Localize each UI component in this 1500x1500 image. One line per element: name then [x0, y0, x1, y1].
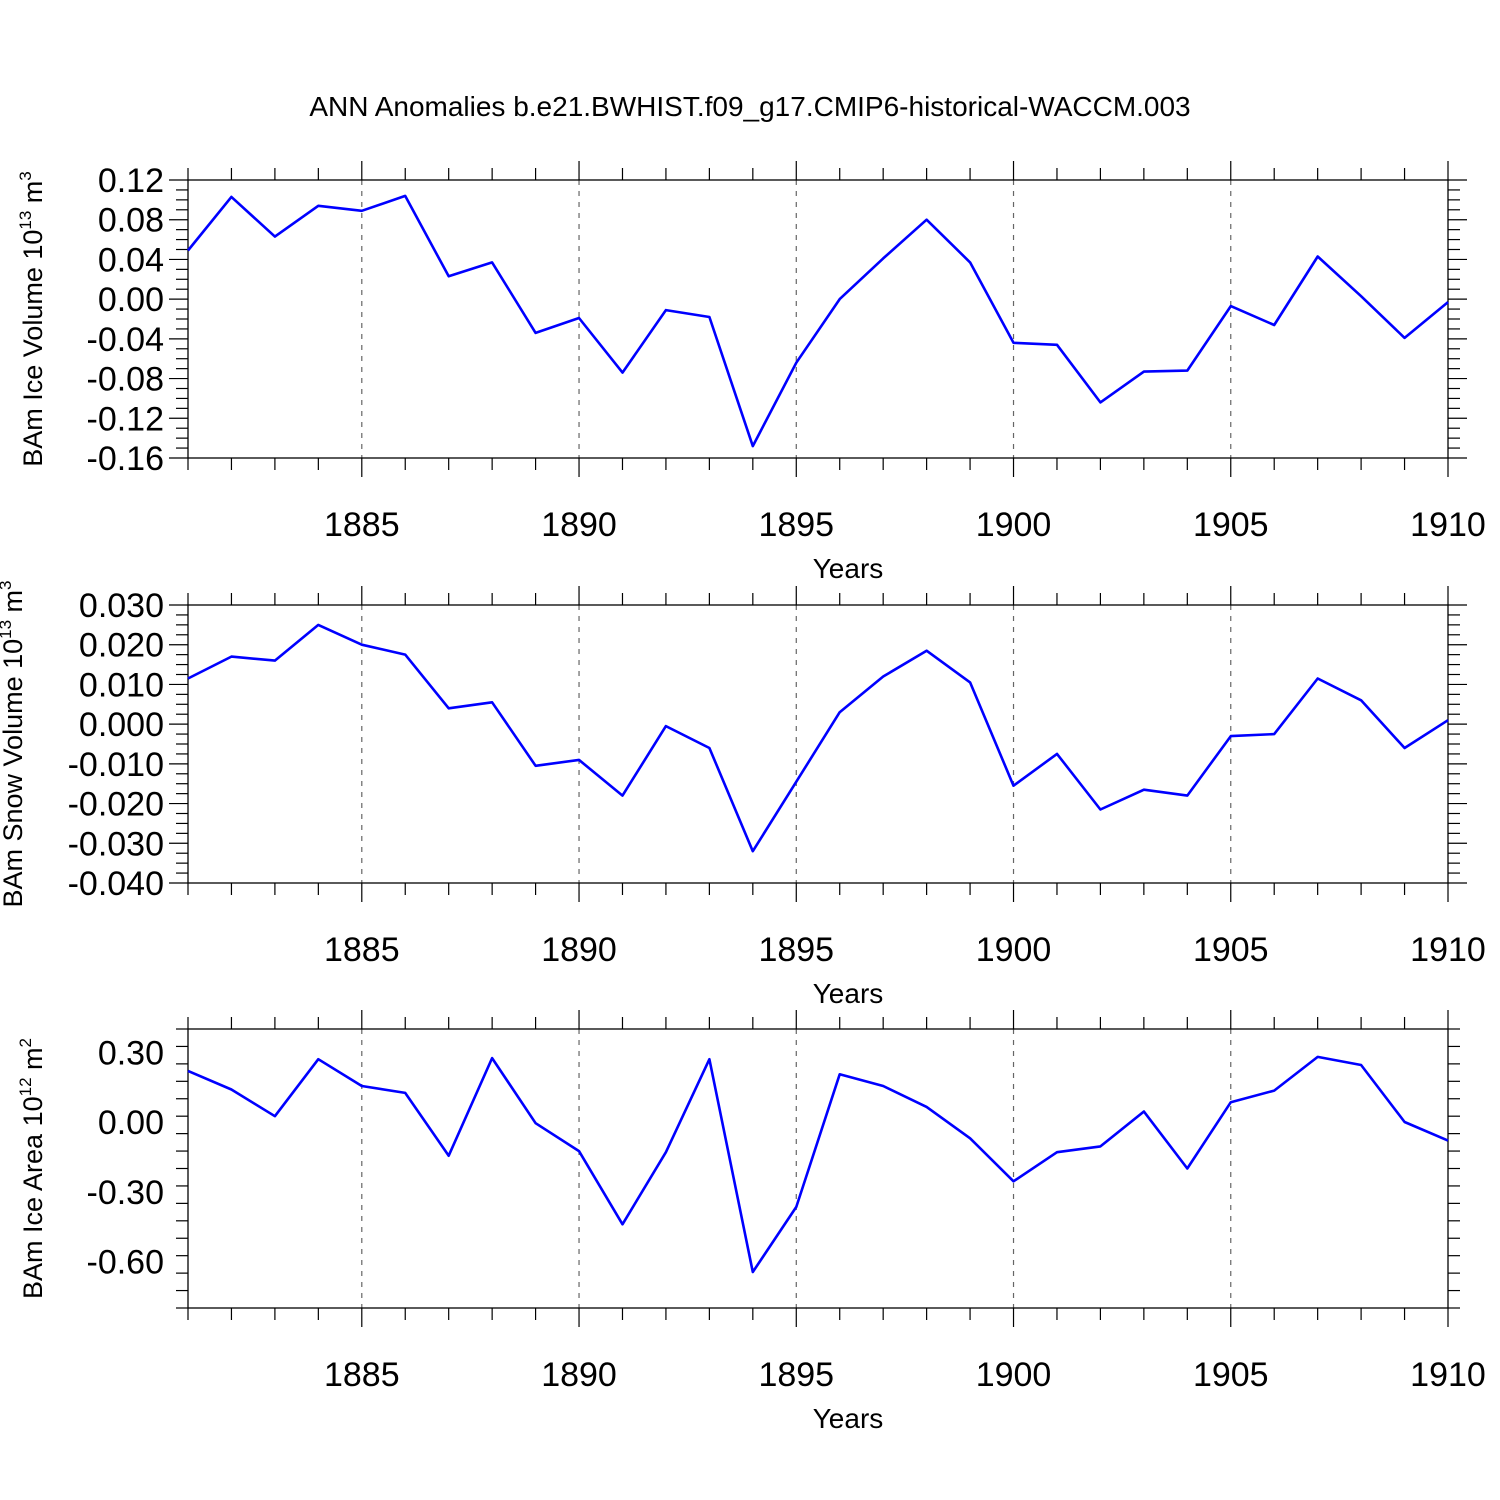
- plot-frame: [187, 604, 1449, 884]
- x-tick-label: 1900: [976, 1356, 1052, 1394]
- y-tick-label: -0.030: [68, 825, 164, 863]
- panel-3: 0.30 0.00 -0.30 -0.60 1885 1890 1895 1900 1905 19…: [16, 1010, 1486, 1434]
- y-axis-label-part: m: [18, 1047, 48, 1077]
- y-tick-label: -0.04: [87, 321, 165, 359]
- y-axis-label-exponent: 13: [16, 211, 35, 230]
- y-tick-label: 0.00: [98, 281, 164, 319]
- y-tick-label: -0.60: [87, 1244, 165, 1282]
- x-tick-label: 1905: [1193, 1356, 1269, 1394]
- y-axis-label-part: BAm Ice Area 10: [18, 1096, 48, 1299]
- y-tick-label: 0.04: [98, 241, 164, 279]
- chart-panels: 0.120.080.040.00-0.04-0.08-0.12-0.161885…: [0, 161, 1486, 1434]
- x-tick-label: 1895: [758, 506, 834, 544]
- plot-frame: [187, 1028, 1449, 1309]
- y-tick-label: -0.020: [68, 786, 164, 824]
- series-line: [187, 623, 1449, 853]
- x-tick-label: 1900: [976, 506, 1052, 544]
- y-tick-label: 0.010: [79, 666, 164, 704]
- y-axis-label-exponent: 13: [0, 620, 15, 639]
- x-axis-label: Years: [813, 553, 884, 584]
- series-line: [187, 1055, 1449, 1274]
- y-tick-label: 0.30: [98, 1034, 164, 1072]
- y-tick-label: 0.00: [98, 1104, 164, 1142]
- panel-1: 0.120.080.040.00-0.04-0.08-0.12-0.16 1885…: [16, 161, 1486, 584]
- series-line: [186, 194, 1449, 448]
- y-tick-label: 0.12: [98, 162, 164, 200]
- x-tick-label: 1885: [324, 1356, 400, 1394]
- y-tick-label: 0.08: [98, 202, 164, 240]
- y-tick-label: -0.040: [68, 865, 164, 903]
- x-tick-label: 1910: [1410, 1356, 1486, 1394]
- y-tick-label: -0.30: [87, 1174, 165, 1212]
- y-axis-label-part: m: [18, 181, 48, 211]
- y-axis-label: BAm Snow Volume 1013 m3: [0, 580, 28, 907]
- x-tick-label: 1895: [758, 931, 834, 969]
- x-tick-label: 1900: [976, 931, 1052, 969]
- y-axis-label-exponent: 2: [16, 1038, 35, 1047]
- x-tick-label: 1890: [541, 1356, 617, 1394]
- y-axis-label: BAm Ice Area 1012 m2: [16, 1038, 48, 1299]
- panel-2: 0.0300.0200.0100.000-0.010-0.020-0.030-0…: [0, 580, 1486, 1009]
- y-tick-label: 0.020: [79, 627, 164, 665]
- y-tick-label: -0.08: [87, 361, 165, 399]
- x-axis-label: Years: [813, 978, 884, 1009]
- y-axis-label-part: m: [0, 590, 28, 620]
- x-tick-label: 1885: [324, 506, 400, 544]
- x-tick-label: 1885: [324, 931, 400, 969]
- x-tick-label: 1890: [541, 506, 617, 544]
- x-axis-label: Years: [813, 1403, 884, 1434]
- x-tick-label: 1890: [541, 931, 617, 969]
- y-tick-label: -0.16: [87, 440, 165, 478]
- y-axis-label: BAm Ice Volume 1013 m3: [16, 171, 48, 467]
- x-tick-label: 1905: [1193, 506, 1269, 544]
- y-axis-label-part: BAm Snow Volume 10: [0, 639, 28, 908]
- x-tick-label: 1905: [1193, 931, 1269, 969]
- x-tick-label: 1895: [758, 1356, 834, 1394]
- y-tick-label: 0.000: [79, 706, 164, 744]
- y-axis-label-exponent: 3: [0, 580, 15, 589]
- y-tick-label: 0.030: [79, 587, 164, 625]
- x-tick-label: 1910: [1410, 931, 1486, 969]
- y-tick-label: -0.12: [87, 400, 165, 438]
- y-axis-label-exponent: 12: [16, 1077, 35, 1096]
- x-tick-label: 1910: [1410, 506, 1486, 544]
- y-axis-label-part: BAm Ice Volume 10: [18, 230, 48, 467]
- chart-title: ANN Anomalies b.e21.BWHIST.f09_g17.CMIP6…: [309, 91, 1190, 122]
- y-axis-label-exponent: 3: [16, 171, 35, 180]
- y-tick-label: -0.010: [68, 746, 164, 784]
